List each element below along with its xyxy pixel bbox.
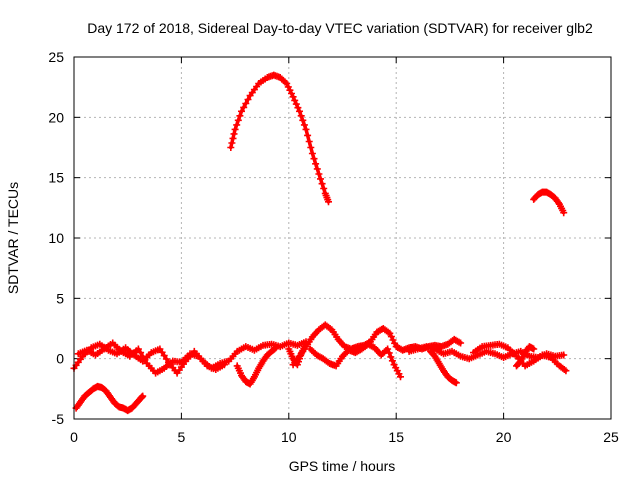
data-point — [397, 373, 404, 381]
data-point — [560, 351, 568, 359]
y-tick-label: 5 — [56, 290, 64, 306]
data-point — [308, 150, 316, 157]
x-tick-label: 15 — [388, 429, 404, 445]
y-tick-label: 25 — [48, 49, 64, 65]
x-tick-label: 25 — [603, 429, 619, 445]
data-point — [300, 121, 308, 129]
data-point — [325, 198, 332, 206]
data-point — [271, 345, 279, 353]
y-axis-label: SDTVAR / TECUs — [5, 182, 21, 294]
data-point — [291, 96, 299, 104]
plot-frame — [73, 56, 612, 420]
data-point — [141, 356, 149, 364]
data-point — [134, 345, 142, 353]
data-point — [236, 112, 244, 120]
data-point — [554, 199, 562, 207]
data-point — [457, 339, 465, 347]
data-point — [315, 170, 323, 178]
series-arc6 — [233, 344, 280, 388]
data-point — [562, 367, 570, 375]
data-point — [292, 100, 300, 108]
series-arc13 — [513, 343, 538, 370]
data-point — [387, 353, 395, 361]
data-point — [307, 144, 315, 151]
data-point — [242, 100, 250, 107]
data-point — [313, 165, 321, 173]
series-arc11 — [427, 347, 460, 387]
data-point — [220, 361, 228, 369]
y-tick-label: 15 — [48, 170, 64, 186]
data-point — [304, 131, 312, 139]
data-point — [229, 134, 237, 142]
x-tick-label: 0 — [70, 429, 78, 445]
data-point — [312, 160, 320, 168]
y-tick-label: -5 — [52, 411, 65, 427]
data-point — [228, 139, 236, 147]
data-point — [233, 121, 241, 129]
x-tick-label: 20 — [496, 429, 512, 445]
data-point — [320, 185, 328, 192]
series-arc9 — [285, 340, 310, 369]
data-point — [294, 104, 302, 112]
y-tick-label: 20 — [48, 109, 64, 125]
data-point — [238, 107, 245, 115]
data-point — [388, 357, 396, 365]
x-tick-label: 5 — [178, 429, 186, 445]
data-point — [227, 144, 235, 151]
data-point — [317, 175, 324, 183]
series-arc8 — [306, 340, 404, 381]
data-point — [137, 349, 145, 357]
data-point — [234, 116, 242, 124]
tick-layer: 0 5 10 15 20 25 -5 0 5 10 15 20 25 — [48, 49, 619, 445]
chart-title: Day 172 of 2018, Sidereal Day-to-day VTE… — [87, 20, 593, 36]
series-arc2 — [530, 188, 568, 217]
data-point — [139, 392, 147, 400]
data-point — [289, 93, 297, 101]
data-point — [230, 130, 238, 138]
data-point — [530, 345, 538, 353]
data-point — [272, 344, 280, 352]
data-point — [560, 209, 568, 217]
data-point — [302, 125, 310, 133]
data-point — [385, 349, 393, 357]
data-point — [318, 180, 326, 188]
data-point — [296, 107, 303, 115]
data-point — [452, 379, 460, 387]
y-tick-label: 10 — [48, 230, 64, 246]
series-arc12 — [470, 340, 570, 375]
series-arc3 — [72, 382, 147, 415]
data-point — [139, 352, 147, 360]
data-point — [231, 125, 239, 133]
data-point — [297, 112, 305, 120]
data-point — [299, 116, 307, 124]
series-arc1 — [227, 71, 332, 206]
x-tick-label: 10 — [281, 429, 297, 445]
y-tick-label: 0 — [56, 351, 64, 367]
data-point — [302, 340, 310, 348]
data-point — [240, 103, 248, 111]
x-axis-label: GPS time / hours — [289, 458, 396, 474]
data-point — [384, 345, 392, 353]
data-layer — [70, 71, 570, 415]
data-point — [305, 138, 313, 145]
data-point — [244, 96, 252, 103]
data-point — [310, 155, 318, 163]
series-arc5 — [74, 339, 228, 377]
